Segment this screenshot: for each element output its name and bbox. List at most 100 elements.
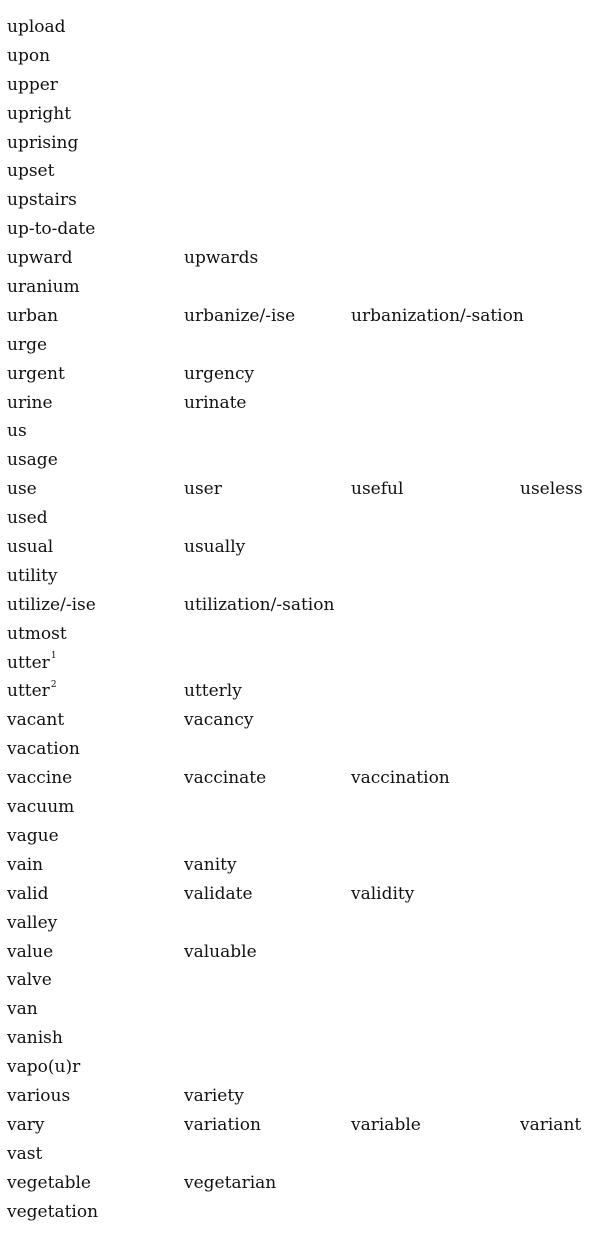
word-row: use user useful useless: [0, 475, 606, 504]
word-row: upon: [0, 42, 606, 71]
headword: vanish: [7, 1024, 63, 1053]
word-row: upstairs: [0, 186, 606, 215]
headword: vacuum: [7, 793, 74, 822]
word-text: urgent: [7, 363, 65, 384]
headword: utility: [7, 562, 58, 591]
headword: used: [7, 504, 48, 533]
word-text: use: [7, 479, 37, 500]
headword: utter2: [7, 677, 57, 706]
word-text: useless: [520, 479, 583, 500]
word-text: upper: [7, 74, 58, 95]
word-text: valid: [7, 883, 49, 904]
word-text: upset: [7, 161, 55, 182]
word-text: usage: [7, 450, 58, 471]
word-row: urine urinate: [0, 389, 606, 418]
word-text: valuable: [184, 941, 257, 962]
headword: urban: [7, 302, 58, 331]
word-row: valley: [0, 909, 606, 938]
derived-word: vanity: [184, 851, 237, 880]
word-text: vacuum: [7, 797, 75, 818]
headword: upset: [7, 157, 54, 186]
headword: upright: [7, 100, 71, 129]
word-text: variety: [184, 1085, 244, 1106]
word-text: valley: [7, 912, 58, 933]
word-row: utilize/-ise utilization/-sation: [0, 591, 606, 620]
headword: vaccine: [7, 764, 72, 793]
word-text: urgency: [184, 363, 255, 384]
headword: uprising: [7, 129, 78, 158]
word-row: upright: [0, 100, 606, 129]
headword: up-to-date: [7, 215, 95, 244]
derived-word: upwards: [184, 244, 258, 273]
word-text: vaccinate: [184, 768, 267, 789]
word-row: various variety: [0, 1082, 606, 1111]
headword: value: [7, 938, 53, 967]
word-text: urine: [7, 392, 53, 413]
headword: utter1: [7, 649, 57, 678]
word-text: vacant: [7, 710, 65, 731]
word-row: urge: [0, 331, 606, 360]
word-text: validity: [351, 883, 415, 904]
headword: vast: [7, 1140, 42, 1169]
derived-word: validate: [184, 880, 253, 909]
headword: urgent: [7, 360, 65, 389]
headword: utilize/-ise: [7, 591, 96, 620]
word-text: vary: [7, 1114, 45, 1135]
derived-word: usually: [184, 533, 245, 562]
headword: van: [7, 995, 38, 1024]
word-row: vacant vacancy: [0, 706, 606, 735]
headword: vary: [7, 1111, 44, 1140]
word-text: van: [7, 999, 38, 1020]
word-row: vanish: [0, 1024, 606, 1053]
word-row: urgent urgency: [0, 360, 606, 389]
word-row: valve: [0, 966, 606, 995]
word-text: urge: [7, 334, 48, 355]
word-text: usually: [184, 537, 246, 558]
word-row: vegetable vegetarian: [0, 1169, 606, 1198]
word-text: utilize/-ise: [7, 594, 96, 615]
word-row: vegetation: [0, 1198, 606, 1227]
word-text: upon: [7, 45, 51, 66]
word-row: upset: [0, 157, 606, 186]
word-row: value valuable: [0, 938, 606, 967]
derived-word: variant: [520, 1111, 581, 1140]
word-text: variable: [351, 1114, 421, 1135]
derived-word: variation: [184, 1111, 261, 1140]
derived-word: user: [184, 475, 222, 504]
word-row: used: [0, 504, 606, 533]
word-list: upload upon upper upright uprising upset upsta…: [0, 13, 606, 1226]
headword: vegetable: [7, 1169, 91, 1198]
word-row: upward upwards: [0, 244, 606, 273]
word-text: various: [7, 1085, 71, 1106]
headword: upper: [7, 71, 58, 100]
word-text: us: [7, 421, 27, 442]
word-row: usual usually: [0, 533, 606, 562]
word-text: vapo(u)r: [7, 1057, 81, 1078]
word-text: utmost: [7, 623, 67, 644]
derived-word: vegetarian: [184, 1169, 276, 1198]
word-text: vaccine: [7, 768, 73, 789]
headword: vegetation: [7, 1198, 98, 1227]
word-row: uranium: [0, 273, 606, 302]
headword: urine: [7, 389, 53, 418]
word-row: vain vanity: [0, 851, 606, 880]
word-text: value: [7, 941, 54, 962]
headword: vague: [7, 822, 59, 851]
word-text: variation: [184, 1114, 261, 1135]
headword: utmost: [7, 620, 67, 649]
word-text: vegetation: [7, 1201, 99, 1222]
derived-word: urbanize/-ise: [184, 302, 295, 331]
headword: various: [7, 1082, 70, 1111]
word-row: valid validate validity: [0, 880, 606, 909]
headword: usual: [7, 533, 53, 562]
word-text: validate: [184, 883, 253, 904]
headword: upward: [7, 244, 73, 273]
headword: urge: [7, 331, 47, 360]
word-text: utter: [7, 681, 50, 702]
word-text: urban: [7, 305, 59, 326]
word-text: upward: [7, 248, 73, 269]
word-text: upright: [7, 103, 72, 124]
headword: valley: [7, 909, 57, 938]
derived-word: useful: [351, 475, 403, 504]
word-text: utter: [7, 652, 50, 673]
